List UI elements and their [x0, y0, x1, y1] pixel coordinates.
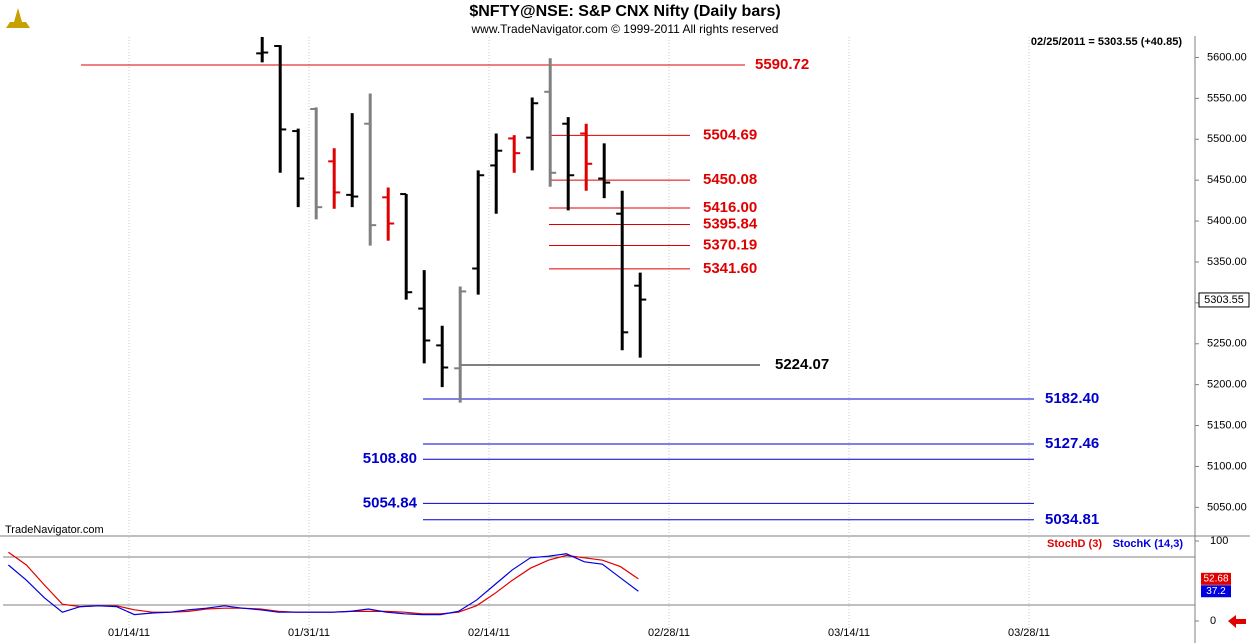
y-tick-label: 5500.00 [1207, 133, 1247, 145]
level-label: 5034.81 [1045, 511, 1099, 528]
status-annotation: 02/25/2011 = 5303.55 (+40.85) [1031, 36, 1182, 48]
x-tick-label: 03/14/11 [828, 627, 870, 639]
logo [6, 8, 30, 28]
last-value-box [1198, 292, 1250, 308]
y-tick-label: 5150.00 [1207, 419, 1247, 431]
y-tick-label: 5200.00 [1207, 379, 1247, 391]
level-label: 5341.60 [703, 260, 757, 277]
last-value-label: 5303.55 [1204, 294, 1244, 306]
level-label: 5450.08 [703, 171, 757, 188]
stoch-line [8, 553, 639, 616]
last-value-box [1201, 585, 1231, 598]
scroll-button[interactable] [1228, 615, 1246, 628]
level-label: 5590.72 [755, 56, 809, 73]
level-label: 5054.84 [363, 494, 418, 511]
y-tick-label: 5600.00 [1207, 51, 1247, 63]
y-tick-label: 5550.00 [1207, 92, 1247, 104]
chart-title: $NFTY@NSE: S&P CNX Nifty (Daily bars) [469, 3, 780, 20]
legend-entry: StochD (3) [1047, 538, 1102, 550]
x-tick-label: 02/28/11 [648, 627, 690, 639]
x-tick-label: 01/14/11 [108, 627, 150, 639]
chart-subtitle: www.TradeNavigator.com © 1999-2011 All r… [471, 22, 779, 36]
level-label: 5224.07 [775, 356, 829, 373]
level-label: 5108.80 [363, 450, 417, 467]
level-label: 5416.00 [703, 199, 757, 216]
y-tick-label: 5100.00 [1207, 460, 1247, 472]
y-tick-label: 5450.00 [1207, 174, 1247, 186]
y-tick-label: 5400.00 [1207, 215, 1247, 227]
y-tick-label: 5050.00 [1207, 501, 1247, 513]
level-label: 5127.46 [1045, 435, 1099, 452]
x-tick-label: 03/28/11 [1008, 627, 1050, 639]
level-label: 5504.69 [703, 126, 757, 143]
last-value-label: 52.68 [1203, 573, 1228, 584]
y-tick-label: 0 [1210, 615, 1216, 627]
y-tick-label: 100 [1210, 535, 1228, 547]
level-label: 5182.40 [1045, 390, 1099, 407]
last-value-label: 37.2 [1206, 586, 1226, 597]
x-tick-label: 02/14/11 [468, 627, 510, 639]
legend-entry: StochK (14,3) [1113, 538, 1184, 550]
watermark: TradeNavigator.com [5, 524, 104, 536]
y-tick-label: 5350.00 [1207, 256, 1247, 268]
level-label: 5395.84 [703, 215, 758, 232]
level-label: 5370.19 [703, 236, 757, 253]
last-value-box [1201, 572, 1231, 585]
x-tick-label: 01/31/11 [288, 627, 330, 639]
y-tick-label: 5250.00 [1207, 338, 1247, 350]
